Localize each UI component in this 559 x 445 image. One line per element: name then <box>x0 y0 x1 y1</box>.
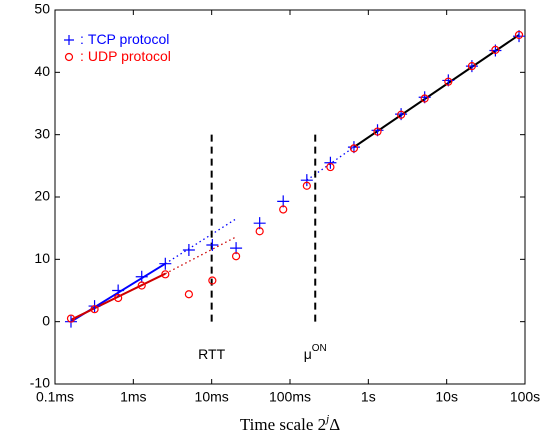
legend-name: TCP protocol <box>88 31 169 47</box>
x-label-text: Time scale 2 <box>240 415 326 434</box>
tcp-marker <box>324 156 337 169</box>
tcp-marker <box>418 91 431 104</box>
y-tick-label: 10 <box>34 250 50 266</box>
y-tick-label: 20 <box>34 188 50 204</box>
tcp-marker <box>277 195 290 208</box>
tcp-marker <box>513 30 526 43</box>
reference-label: RTT <box>198 346 225 362</box>
fit-line <box>353 34 520 148</box>
fit-line <box>70 272 166 321</box>
fit-line <box>165 236 237 275</box>
x-tick-label: 100ms <box>269 389 311 405</box>
udp-marker <box>114 293 123 303</box>
udp-marker <box>514 30 524 40</box>
udp-marker <box>161 270 170 279</box>
legend-label: : UDP protocol <box>80 48 171 64</box>
reference-label-text: μ <box>304 346 312 362</box>
legend-entry: : UDP protocol <box>64 48 171 64</box>
legend-separator: : <box>80 31 84 47</box>
x-tick-label: 100s <box>510 389 540 405</box>
udp-marker <box>137 281 146 290</box>
udp-marker <box>420 94 429 103</box>
reference-label-text: RTT <box>198 346 225 362</box>
y-tick-label: 0 <box>42 312 50 328</box>
y-tick-label: 40 <box>34 63 50 79</box>
udp-marker <box>491 45 500 54</box>
udp-marker <box>255 227 264 236</box>
tcp-marker <box>159 257 172 270</box>
y-tick-label: -10 <box>30 375 50 391</box>
x-label-tail: Δ <box>329 415 340 434</box>
legend-label: : TCP protocol <box>80 31 169 47</box>
y-tick-label: 30 <box>34 125 50 141</box>
udp-marker <box>279 205 288 214</box>
udp-marker <box>326 162 335 172</box>
tcp-marker <box>347 141 360 154</box>
plot-frame <box>54 9 526 385</box>
fit-line <box>164 218 237 265</box>
legend-entry: : TCP protocol <box>64 31 169 47</box>
y-tick-label: 50 <box>34 1 50 17</box>
legend-name: UDP protocol <box>88 48 171 64</box>
tcp-marker <box>206 238 219 251</box>
udp-marker <box>397 110 406 119</box>
udp-marker <box>231 252 241 261</box>
x-tick-label: 10ms <box>195 389 229 405</box>
udp-marker <box>208 276 217 285</box>
x-tick-label: 1s <box>361 389 376 405</box>
x-axis-label: Time scale 2jΔ <box>240 413 340 434</box>
udp-marker <box>349 144 359 153</box>
reference-label: μON <box>304 343 327 362</box>
x-tick-label: 10s <box>435 389 458 405</box>
x-tick-label: 0.1ms <box>36 389 74 405</box>
tcp-marker <box>135 270 148 283</box>
legend-separator: : <box>80 48 84 64</box>
udp-marker <box>302 181 311 190</box>
reference-label-sup: ON <box>312 343 327 354</box>
tcp-marker <box>300 174 313 187</box>
tcp-marker <box>442 74 455 87</box>
tcp-marker <box>230 242 243 255</box>
udp-marker <box>467 61 477 71</box>
tcp-marker <box>182 243 195 256</box>
tcp-marker <box>253 217 266 230</box>
udp-marker <box>444 77 453 86</box>
udp-marker <box>90 305 99 314</box>
udp-marker <box>373 127 382 136</box>
x-label-sup: j <box>324 413 329 425</box>
legend-symbol <box>64 35 74 45</box>
x-tick-label: 1ms <box>120 389 146 405</box>
udp-marker <box>66 314 76 323</box>
udp-marker <box>184 290 193 299</box>
legend-symbol <box>64 52 74 62</box>
tcp-marker <box>371 124 384 137</box>
